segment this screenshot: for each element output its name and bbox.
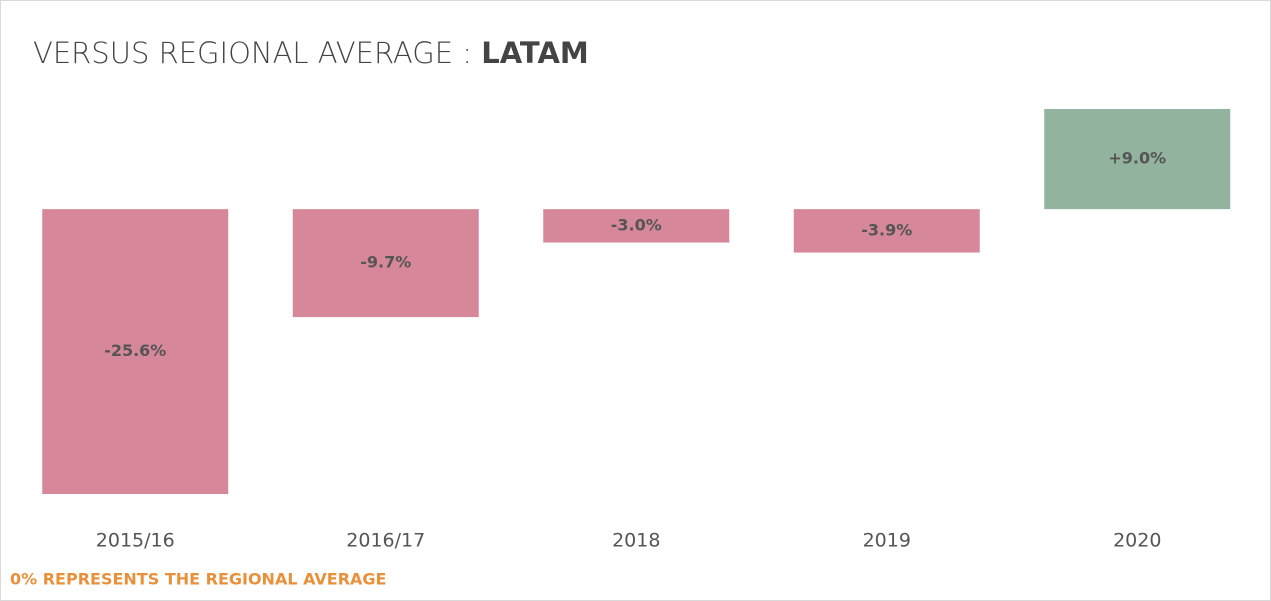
x-tick-label: 2016/17: [346, 530, 425, 552]
x-tick-label: 2015/16: [96, 530, 175, 552]
title-region: LATAM: [481, 36, 589, 70]
x-tick-label: 2020: [1113, 530, 1161, 552]
value-label: -3.9%: [861, 220, 912, 239]
footnote: 0% REPRESENTS THE REGIONAL AVERAGE: [10, 570, 386, 589]
value-label: -9.7%: [360, 253, 411, 272]
value-label: -25.6%: [104, 341, 166, 360]
bar: [1044, 109, 1231, 210]
bar: [292, 209, 479, 318]
bar: [42, 209, 229, 494]
x-tick-label: 2018: [612, 530, 660, 552]
x-tick-label: 2019: [863, 530, 911, 552]
chart-title: VERSUS REGIONAL AVERAGE : LATAM: [33, 36, 589, 70]
value-label: +9.0%: [1108, 149, 1166, 168]
bar: [793, 209, 980, 253]
title-text: VERSUS REGIONAL AVERAGE :: [33, 36, 472, 70]
bar: [543, 209, 730, 243]
value-label: -3.0%: [611, 215, 662, 234]
